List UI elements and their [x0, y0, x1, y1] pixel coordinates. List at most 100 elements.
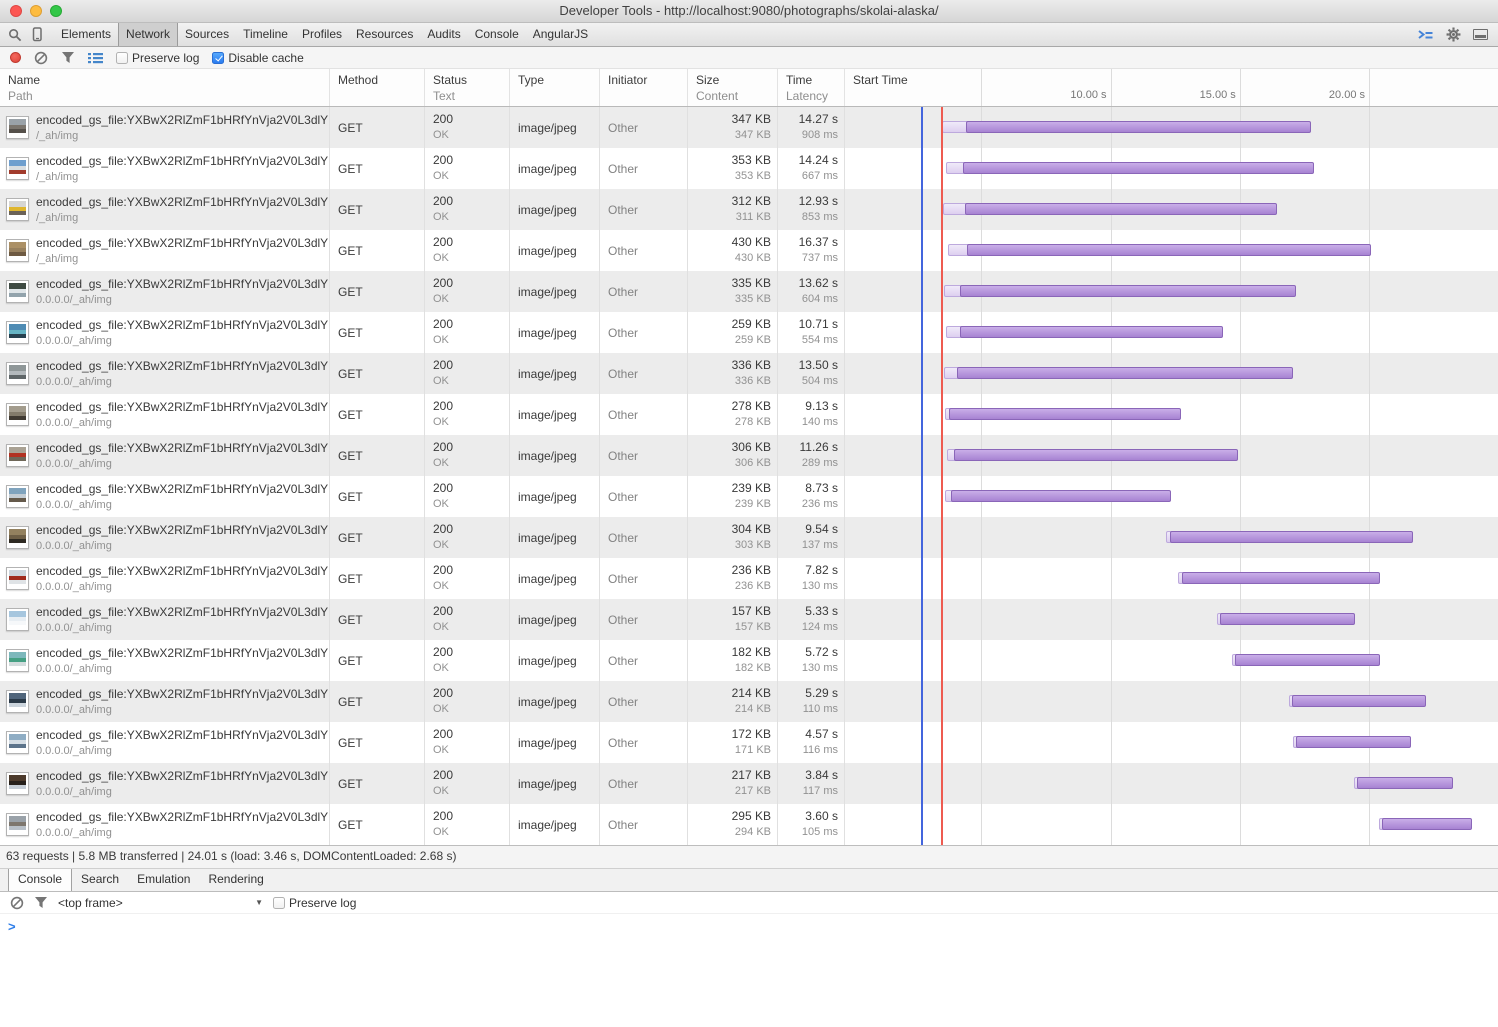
network-request-row[interactable]: encoded_gs_file:YXBwX2RlZmF1bHRfYnVja2V0…: [0, 640, 1498, 681]
column-header-name[interactable]: NamePath: [0, 69, 330, 106]
waterfall-bar[interactable]: [967, 244, 1371, 256]
drawer-tab-search[interactable]: Search: [72, 869, 128, 891]
record-button[interactable]: [10, 52, 21, 63]
waterfall-bar[interactable]: [960, 285, 1296, 297]
drawer-tab-rendering[interactable]: Rendering: [199, 869, 272, 891]
time-cell: 3.84 s117 ms: [778, 763, 845, 804]
resource-rows-view-icon[interactable]: [88, 51, 103, 65]
waterfall-bar[interactable]: [954, 449, 1238, 461]
waterfall-bar[interactable]: [1382, 818, 1472, 830]
time-value: 10.71 s: [786, 316, 838, 333]
tab-network[interactable]: Network: [118, 23, 178, 46]
disable-cache-label[interactable]: Disable cache: [228, 51, 303, 65]
drawer-tab-emulation[interactable]: Emulation: [128, 869, 199, 891]
status-cell: 200OK: [425, 312, 510, 353]
network-request-row[interactable]: encoded_gs_file:YXBwX2RlZmF1bHRfYnVja2V0…: [0, 804, 1498, 845]
tab-elements[interactable]: Elements: [54, 23, 118, 46]
waterfall-bar[interactable]: [1170, 531, 1413, 543]
network-request-row[interactable]: encoded_gs_file:YXBwX2RlZmF1bHRfYnVja2V0…: [0, 722, 1498, 763]
status-text: OK: [433, 210, 509, 225]
thumbnail-photo: [9, 406, 26, 420]
network-request-row[interactable]: encoded_gs_file:YXBwX2RlZmF1bHRfYnVja2V0…: [0, 148, 1498, 189]
waterfall-bar[interactable]: [949, 408, 1181, 420]
network-request-row[interactable]: encoded_gs_file:YXBwX2RlZmF1bHRfYnVja2V0…: [0, 763, 1498, 804]
preserve-log-label[interactable]: Preserve log: [132, 51, 199, 65]
console-prompt[interactable]: >: [0, 914, 1498, 934]
tab-resources[interactable]: Resources: [349, 23, 420, 46]
disable-cache-toggle[interactable]: Disable cache: [212, 51, 303, 65]
clear-icon[interactable]: [34, 51, 48, 65]
tab-angularjs[interactable]: AngularJS: [526, 23, 595, 46]
disable-cache-checkbox[interactable]: [212, 52, 224, 64]
waterfall-bar[interactable]: [1357, 777, 1453, 789]
waterfall-bar[interactable]: [966, 121, 1311, 133]
column-header-initiator[interactable]: Initiator: [600, 69, 688, 106]
settings-gear-icon[interactable]: [1446, 27, 1461, 42]
preserve-log-toggle[interactable]: Preserve log: [116, 51, 199, 65]
network-request-row[interactable]: encoded_gs_file:YXBwX2RlZmF1bHRfYnVja2V0…: [0, 353, 1498, 394]
device-mode-icon[interactable]: [30, 27, 44, 42]
network-request-row[interactable]: encoded_gs_file:YXBwX2RlZmF1bHRfYnVja2V0…: [0, 476, 1498, 517]
close-button[interactable]: [10, 5, 22, 17]
thumbnail-photo: [9, 119, 26, 133]
minimize-button[interactable]: [30, 5, 42, 17]
console-preserve-log-label[interactable]: Preserve log: [289, 896, 356, 910]
network-request-row[interactable]: encoded_gs_file:YXBwX2RlZmF1bHRfYnVja2V0…: [0, 435, 1498, 476]
content-value: 430 KB: [696, 251, 771, 266]
filter-funnel-icon[interactable]: [61, 51, 75, 64]
column-header-time[interactable]: TimeLatency: [778, 69, 845, 106]
console-preserve-log-checkbox[interactable]: [273, 897, 285, 909]
name-cell: encoded_gs_file:YXBwX2RlZmF1bHRfYnVja2V0…: [0, 599, 330, 640]
network-request-row[interactable]: encoded_gs_file:YXBwX2RlZmF1bHRfYnVja2V0…: [0, 271, 1498, 312]
network-request-row[interactable]: encoded_gs_file:YXBwX2RlZmF1bHRfYnVja2V0…: [0, 681, 1498, 722]
request-name: encoded_gs_file:YXBwX2RlZmF1bHRfYnVja2V0…: [36, 399, 330, 416]
network-request-row[interactable]: encoded_gs_file:YXBwX2RlZmF1bHRfYnVja2V0…: [0, 599, 1498, 640]
waterfall-bar[interactable]: [1182, 572, 1381, 584]
network-request-row[interactable]: encoded_gs_file:YXBwX2RlZmF1bHRfYnVja2V0…: [0, 107, 1498, 148]
name-cell: encoded_gs_file:YXBwX2RlZmF1bHRfYnVja2V0…: [0, 804, 330, 845]
column-header-start-time[interactable]: Start Time10.00 s15.00 s20.00 s: [845, 69, 1498, 106]
console-filter-funnel-icon[interactable]: [34, 896, 48, 909]
status-cell: 200OK: [425, 558, 510, 599]
waterfall-bar[interactable]: [1296, 736, 1411, 748]
name-text-block: encoded_gs_file:YXBwX2RlZmF1bHRfYnVja2V0…: [36, 399, 330, 431]
method-cell: GET: [330, 230, 425, 271]
column-header-status[interactable]: StatusText: [425, 69, 510, 106]
console-drawer-toggle-icon[interactable]: [1417, 28, 1434, 41]
network-request-row[interactable]: encoded_gs_file:YXBwX2RlZmF1bHRfYnVja2V0…: [0, 312, 1498, 353]
search-icon[interactable]: [8, 28, 22, 42]
network-request-list: encoded_gs_file:YXBwX2RlZmF1bHRfYnVja2V0…: [0, 107, 1498, 845]
waterfall-bar[interactable]: [951, 490, 1171, 502]
tab-console[interactable]: Console: [468, 23, 526, 46]
waterfall-bar[interactable]: [1235, 654, 1380, 666]
drawer-tab-console[interactable]: Console: [8, 869, 72, 891]
network-request-row[interactable]: encoded_gs_file:YXBwX2RlZmF1bHRfYnVja2V0…: [0, 517, 1498, 558]
preserve-log-checkbox[interactable]: [116, 52, 128, 64]
console-preserve-log-toggle[interactable]: Preserve log: [273, 896, 356, 910]
column-header-method[interactable]: Method: [330, 69, 425, 106]
column-header-type[interactable]: Type: [510, 69, 600, 106]
console-clear-icon[interactable]: [10, 896, 24, 910]
waterfall-bar[interactable]: [957, 367, 1293, 379]
dock-side-icon[interactable]: [1473, 29, 1488, 40]
waterfall-bar[interactable]: [965, 203, 1277, 215]
waterfall-bar[interactable]: [1292, 695, 1426, 707]
column-header-size[interactable]: SizeContent: [688, 69, 778, 106]
network-request-row[interactable]: encoded_gs_file:YXBwX2RlZmF1bHRfYnVja2V0…: [0, 189, 1498, 230]
network-request-row[interactable]: encoded_gs_file:YXBwX2RlZmF1bHRfYnVja2V0…: [0, 558, 1498, 599]
request-path: 0.0.0.0/_ah/img: [36, 293, 330, 308]
tab-profiles[interactable]: Profiles: [295, 23, 349, 46]
waterfall-bar[interactable]: [960, 326, 1223, 338]
waterfall-latency-bar[interactable]: [942, 121, 968, 133]
thumbnail-photo: [9, 160, 26, 174]
waterfall-bar[interactable]: [963, 162, 1314, 174]
tab-audits[interactable]: Audits: [420, 23, 467, 46]
tab-timeline[interactable]: Timeline: [236, 23, 295, 46]
frame-context-select[interactable]: <top frame> ▼: [58, 896, 263, 910]
name-cell: encoded_gs_file:YXBwX2RlZmF1bHRfYnVja2V0…: [0, 435, 330, 476]
network-request-row[interactable]: encoded_gs_file:YXBwX2RlZmF1bHRfYnVja2V0…: [0, 230, 1498, 271]
tab-sources[interactable]: Sources: [178, 23, 236, 46]
zoom-button[interactable]: [50, 5, 62, 17]
waterfall-bar[interactable]: [1220, 613, 1355, 625]
network-request-row[interactable]: encoded_gs_file:YXBwX2RlZmF1bHRfYnVja2V0…: [0, 394, 1498, 435]
